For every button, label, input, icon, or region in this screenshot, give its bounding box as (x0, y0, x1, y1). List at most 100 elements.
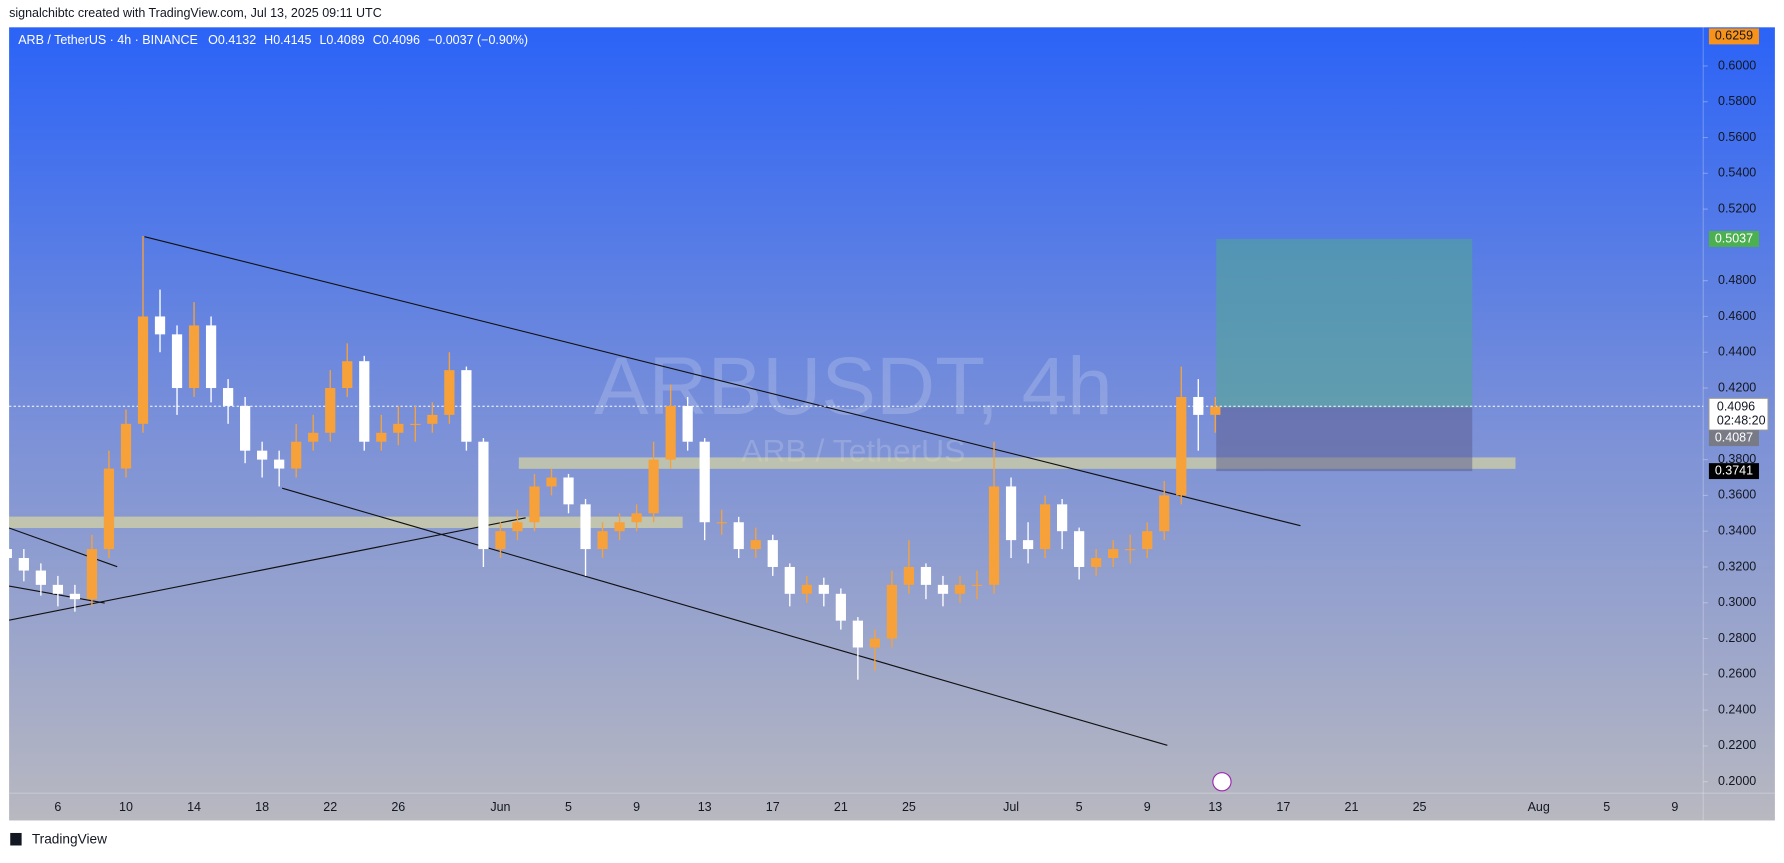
candle-body (120, 423, 132, 469)
y-tick-label: 0.5400 (1718, 166, 1756, 180)
o-value: 0.4132 (218, 33, 256, 47)
logo (10, 832, 22, 846)
x-tick-label: 5 (1603, 800, 1610, 814)
candle-body (631, 513, 642, 523)
y-tick-label: 0.3600 (1718, 488, 1756, 502)
candle-body (954, 584, 966, 594)
o-key: O (208, 33, 218, 47)
candle-body (86, 549, 98, 600)
y-tick-label: 0.4600 (1718, 309, 1756, 323)
x-tick-label: 9 (633, 800, 640, 814)
y-tick-label: 0.3400 (1718, 523, 1756, 537)
x-tick-label: 9 (1144, 800, 1151, 814)
candle-body (1159, 495, 1170, 532)
candle-body (1125, 549, 1136, 551)
candle-body (137, 316, 149, 424)
candle-body (903, 566, 915, 585)
h-value: 0.4145 (273, 33, 311, 47)
trend-line (8, 517, 526, 621)
candle-body (733, 522, 744, 550)
x-tick-label: 18 (255, 800, 269, 814)
x-tick-label: 9 (1671, 800, 1678, 814)
candle-body (1091, 558, 1102, 567)
y-tick-label: 0.6000 (1718, 58, 1756, 72)
x-tick-label: Jul (1003, 800, 1019, 814)
candle-body (188, 325, 200, 389)
y-tick-label: 0.5200 (1718, 201, 1756, 215)
candle-body (1022, 540, 1034, 550)
candle-body (597, 531, 608, 550)
candle-body (1142, 531, 1153, 550)
footer-brand: TradingView (32, 831, 107, 846)
candle-body (18, 558, 29, 571)
plot: 0.2000 0.2200 0.2400 0.2600 0.2800 0.3000 0.32… (1, 58, 1756, 814)
x-tick-label: 21 (834, 800, 848, 814)
candle-body (308, 432, 319, 442)
candle-body (937, 584, 949, 594)
x-tick-label: 13 (698, 800, 712, 814)
l-value: 0.4089 (326, 33, 364, 47)
candle-body (546, 477, 557, 487)
candle-body (239, 405, 251, 451)
x-tick-label: 17 (1276, 800, 1290, 814)
candle-body (682, 405, 693, 442)
candle-body (495, 531, 506, 550)
candle-body (171, 334, 183, 389)
x-tick-label: 6 (54, 800, 61, 814)
x-tick-label: 5 (1076, 800, 1083, 814)
stop-zone (1216, 407, 1473, 472)
candle-body (154, 316, 166, 335)
y-tick-label: 0.5600 (1718, 130, 1756, 144)
price-label-bg (1708, 28, 1759, 45)
y-tick-label: 0.2000 (1718, 774, 1756, 788)
candle-body (1, 549, 12, 559)
x-tick-label: 5 (565, 800, 572, 814)
candle-body (410, 423, 421, 425)
candle-body (920, 566, 932, 585)
y-tick-label: 0.4400 (1718, 345, 1756, 359)
x-tick-label: 13 (1208, 800, 1222, 814)
l-key: L (319, 33, 326, 47)
c-value: 0.4096 (382, 33, 420, 47)
candle-body (699, 441, 710, 523)
candle-body (750, 540, 761, 550)
trend-line (9, 585, 105, 604)
candle-body (784, 566, 795, 594)
candle-body (886, 584, 898, 639)
candle-body (801, 584, 812, 594)
x-tick-label: 14 (187, 800, 201, 814)
candle-body (257, 450, 268, 460)
candle-body (665, 405, 676, 460)
y-tick-label: 0.4200 (1718, 380, 1756, 394)
candle-body (580, 504, 591, 550)
candle-body (1074, 531, 1085, 567)
h-key: H (264, 33, 273, 47)
y-tick-label: 0.2200 (1718, 738, 1756, 752)
candle-body (478, 441, 489, 550)
trend-line (8, 527, 118, 568)
candle-body (614, 522, 625, 532)
candle-body (222, 388, 234, 406)
y-tick-label: 0.2400 (1718, 702, 1756, 716)
event-icon[interactable] (1212, 772, 1232, 792)
watermark-title: ARBUSDT, 4h (594, 341, 1113, 432)
candle-body (648, 459, 659, 514)
price-label-bg (1708, 231, 1759, 247)
x-tick-label: Aug (1528, 800, 1550, 814)
candle-body (1039, 504, 1051, 550)
candle-body (563, 477, 574, 505)
y-tick-label: 0.2600 (1718, 667, 1756, 681)
candle-body (852, 620, 863, 648)
candle-body (376, 432, 387, 442)
candle-body (325, 388, 336, 433)
candle-body (1056, 504, 1068, 532)
candle-body (274, 459, 285, 469)
candle-body (461, 370, 472, 442)
price-label-bg (1708, 430, 1759, 447)
candle-body (342, 361, 353, 389)
drawings (8, 236, 1704, 792)
x-tick-label: 25 (902, 800, 916, 814)
candle-body (818, 584, 829, 594)
x-tick-label: 22 (323, 800, 337, 814)
